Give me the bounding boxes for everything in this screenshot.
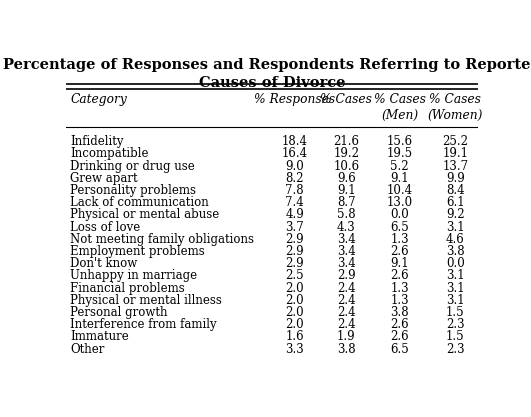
Text: 4.3: 4.3 xyxy=(337,221,356,234)
Text: 3.1: 3.1 xyxy=(446,221,465,234)
Text: 10.4: 10.4 xyxy=(387,184,413,197)
Text: Category: Category xyxy=(71,93,127,106)
Text: 3.8: 3.8 xyxy=(446,245,465,258)
Text: 18.4: 18.4 xyxy=(282,135,308,148)
Text: 3.4: 3.4 xyxy=(337,233,356,246)
Text: 4.6: 4.6 xyxy=(446,233,465,246)
Text: 9.2: 9.2 xyxy=(446,208,465,221)
Text: 2.3: 2.3 xyxy=(446,342,465,356)
Text: 9.1: 9.1 xyxy=(390,172,409,185)
Text: 19.2: 19.2 xyxy=(333,147,359,160)
Text: Other: Other xyxy=(71,342,105,356)
Text: 1.5: 1.5 xyxy=(446,330,465,343)
Text: 2.9: 2.9 xyxy=(286,233,304,246)
Text: Infidelity: Infidelity xyxy=(71,135,124,148)
Text: 2.9: 2.9 xyxy=(337,269,356,282)
Text: 6.5: 6.5 xyxy=(390,342,409,356)
Text: 2.6: 2.6 xyxy=(390,245,409,258)
Text: 2.4: 2.4 xyxy=(337,318,356,331)
Text: 3.7: 3.7 xyxy=(285,221,304,234)
Text: Loss of love: Loss of love xyxy=(71,221,141,234)
Text: 1.9: 1.9 xyxy=(337,330,356,343)
Text: 2.6: 2.6 xyxy=(390,318,409,331)
Text: 16.4: 16.4 xyxy=(282,147,308,160)
Text: 1.3: 1.3 xyxy=(390,294,409,307)
Text: 3.8: 3.8 xyxy=(390,306,409,319)
Text: 2.5: 2.5 xyxy=(286,269,304,282)
Text: 2.4: 2.4 xyxy=(337,281,356,294)
Text: Employment problems: Employment problems xyxy=(71,245,205,258)
Text: 5.2: 5.2 xyxy=(390,160,409,173)
Text: 2.4: 2.4 xyxy=(337,306,356,319)
Text: 13.0: 13.0 xyxy=(387,196,413,209)
Text: Lack of communication: Lack of communication xyxy=(71,196,209,209)
Text: 3.4: 3.4 xyxy=(337,245,356,258)
Text: 5.8: 5.8 xyxy=(337,208,356,221)
Text: Personal growth: Personal growth xyxy=(71,306,168,319)
Text: 6.5: 6.5 xyxy=(390,221,409,234)
Text: 9.9: 9.9 xyxy=(446,172,465,185)
Text: Immature: Immature xyxy=(71,330,129,343)
Text: 10.6: 10.6 xyxy=(333,160,359,173)
Text: 9.1: 9.1 xyxy=(337,184,356,197)
Text: 19.5: 19.5 xyxy=(387,147,413,160)
Text: 13.7: 13.7 xyxy=(442,160,468,173)
Text: Personality problems: Personality problems xyxy=(71,184,196,197)
Text: % Cases: % Cases xyxy=(320,93,372,106)
Text: 15.6: 15.6 xyxy=(387,135,413,148)
Text: 2.0: 2.0 xyxy=(286,281,304,294)
Text: Drinking or drug use: Drinking or drug use xyxy=(71,160,195,173)
Text: 0.0: 0.0 xyxy=(390,208,409,221)
Text: Interference from family: Interference from family xyxy=(71,318,217,331)
Text: 3.1: 3.1 xyxy=(446,281,465,294)
Text: % Responses: % Responses xyxy=(254,93,336,106)
Text: 9.0: 9.0 xyxy=(285,160,304,173)
Text: Physical or mental illness: Physical or mental illness xyxy=(71,294,222,307)
Text: 3.1: 3.1 xyxy=(446,269,465,282)
Text: 2.9: 2.9 xyxy=(286,245,304,258)
Text: 8.2: 8.2 xyxy=(286,172,304,185)
Text: 8.7: 8.7 xyxy=(337,196,356,209)
Text: 21.6: 21.6 xyxy=(333,135,359,148)
Text: 3.3: 3.3 xyxy=(285,342,304,356)
Text: 7.4: 7.4 xyxy=(285,196,304,209)
Text: 19.1: 19.1 xyxy=(442,147,468,160)
Text: 0.0: 0.0 xyxy=(446,257,465,270)
Text: Percentage of Responses and Respondents Referring to Reported
Causes of Divorce: Percentage of Responses and Respondents … xyxy=(3,58,531,90)
Text: Not meeting family obligations: Not meeting family obligations xyxy=(71,233,254,246)
Text: Grew apart: Grew apart xyxy=(71,172,138,185)
Text: 1.6: 1.6 xyxy=(286,330,304,343)
Text: Physical or mental abuse: Physical or mental abuse xyxy=(71,208,220,221)
Text: % Cases
(Women): % Cases (Women) xyxy=(427,93,483,122)
Text: 9.1: 9.1 xyxy=(390,257,409,270)
Text: 9.6: 9.6 xyxy=(337,172,356,185)
Text: 7.8: 7.8 xyxy=(286,184,304,197)
Text: 1.5: 1.5 xyxy=(446,306,465,319)
Text: 2.6: 2.6 xyxy=(390,330,409,343)
Text: Don't know: Don't know xyxy=(71,257,138,270)
Text: 3.4: 3.4 xyxy=(337,257,356,270)
Text: Incompatible: Incompatible xyxy=(71,147,149,160)
Text: 1.3: 1.3 xyxy=(390,281,409,294)
Text: Financial problems: Financial problems xyxy=(71,281,185,294)
Text: Unhappy in marriage: Unhappy in marriage xyxy=(71,269,198,282)
Text: 2.9: 2.9 xyxy=(286,257,304,270)
Text: 2.4: 2.4 xyxy=(337,294,356,307)
Text: 4.9: 4.9 xyxy=(285,208,304,221)
Text: 2.3: 2.3 xyxy=(446,318,465,331)
Text: 2.6: 2.6 xyxy=(390,269,409,282)
Text: 25.2: 25.2 xyxy=(442,135,468,148)
Text: 6.1: 6.1 xyxy=(446,196,465,209)
Text: 2.0: 2.0 xyxy=(286,294,304,307)
Text: 3.1: 3.1 xyxy=(446,294,465,307)
Text: 2.0: 2.0 xyxy=(286,318,304,331)
Text: 8.4: 8.4 xyxy=(446,184,465,197)
Text: % Cases
(Men): % Cases (Men) xyxy=(374,93,426,122)
Text: 3.8: 3.8 xyxy=(337,342,356,356)
Text: 1.3: 1.3 xyxy=(390,233,409,246)
Text: 2.0: 2.0 xyxy=(286,306,304,319)
